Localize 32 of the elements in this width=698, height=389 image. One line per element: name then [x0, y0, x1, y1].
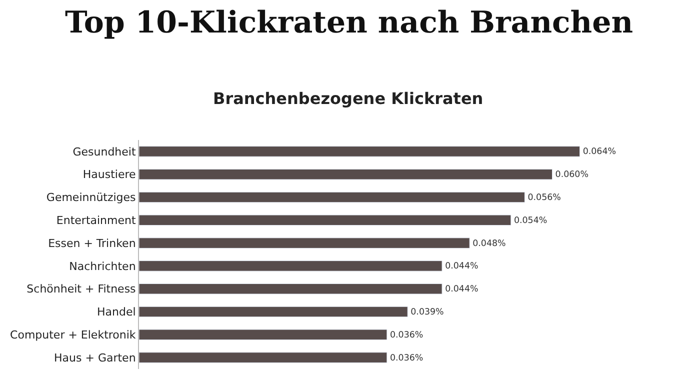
data-label: 0.036% [390, 330, 424, 340]
y-tick-label: Essen + Trinken [48, 236, 136, 250]
y-tick-label: Handel [97, 306, 136, 319]
data-label: 0.044% [445, 262, 478, 272]
bar [139, 329, 388, 340]
bar [139, 168, 552, 180]
data-label: 0.054% [514, 216, 548, 226]
y-tick-label: Entertainment [56, 214, 136, 227]
data-label: 0.036% [390, 353, 424, 364]
bar [139, 192, 525, 203]
y-tick-label: Gesundheit [72, 145, 136, 158]
y-tick-label: Schönheit + Fitness [26, 282, 136, 296]
bar [139, 146, 580, 157]
bar [139, 260, 442, 272]
chart-subtitle: Branchenbezogene Klickraten [213, 89, 484, 108]
y-tick-label: Gemeinnütziges [46, 191, 136, 204]
y-tick-label: Haus + Garten [54, 351, 136, 364]
bar [139, 214, 512, 226]
data-label: 0.044% [445, 284, 478, 295]
data-label: 0.048% [472, 238, 506, 249]
data-label: 0.064% [582, 147, 616, 158]
y-tick-label: Haustiere [82, 168, 136, 182]
data-label: 0.056% [528, 193, 561, 204]
bar [139, 352, 388, 363]
y-tick-label: Nachrichten [69, 260, 136, 273]
bar [139, 283, 442, 294]
data-label: 0.060% [555, 170, 588, 180]
bar [139, 238, 470, 248]
bar [139, 306, 408, 318]
data-label: 0.039% [410, 308, 444, 318]
chart-title: Top 10-Klickraten nach Branchen [64, 6, 634, 41]
y-tick-label: Computer + Elektronik [10, 328, 136, 342]
